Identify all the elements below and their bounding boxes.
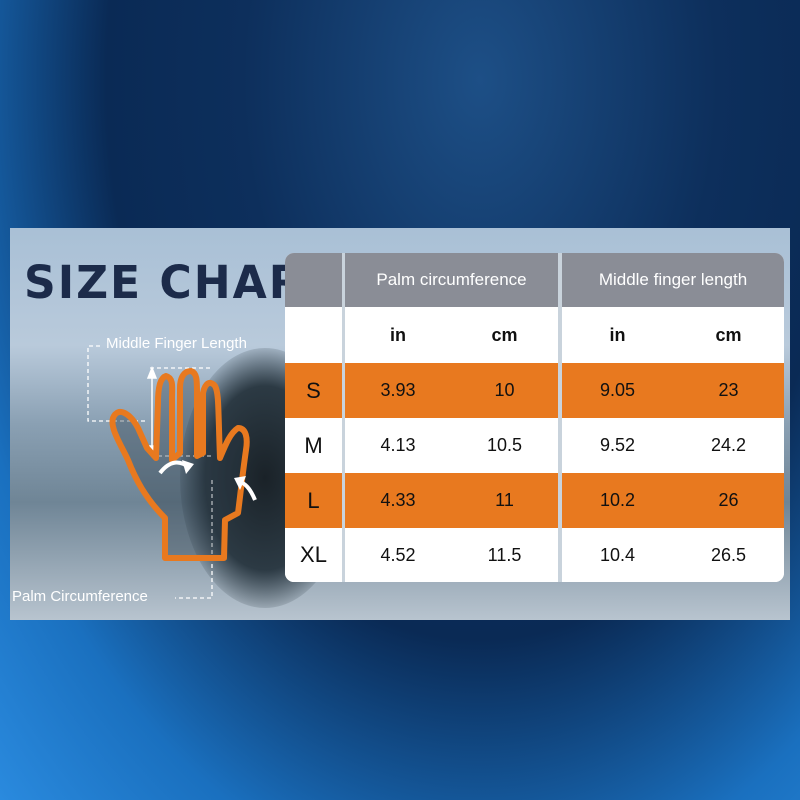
table-cell: 10.4 (562, 528, 673, 582)
table-cell: 24.2 (673, 418, 784, 473)
table-cell: 11 (451, 473, 558, 528)
column-divider (558, 253, 562, 582)
size-cell: L (285, 473, 342, 528)
table-cell: 3.93 (345, 363, 451, 418)
table-cell: 26 (673, 473, 784, 528)
size-header (285, 253, 342, 307)
hand-diagram (87, 345, 257, 599)
unit-in-header: in (562, 307, 673, 363)
size-subheader (285, 307, 342, 363)
palm-circumference-header: Palm circumference (345, 253, 558, 307)
palm-circumference-label: Palm Circumference (12, 588, 148, 605)
table-cell: 26.5 (673, 528, 784, 582)
unit-cm-header: cm (451, 307, 558, 363)
table-cell: 4.52 (345, 528, 451, 582)
table-cell: 4.13 (345, 418, 451, 473)
unit-cm-header: cm (673, 307, 784, 363)
size-cell: M (285, 418, 342, 473)
size-chart-panel: SIZE CHART Middle Finger Length Palm Cir… (10, 228, 790, 620)
size-table: S M L XL Palm circumference in cm 3.93 1… (285, 253, 784, 582)
page-title: SIZE CHART (24, 256, 335, 309)
table-cell: 11.5 (451, 528, 558, 582)
table-cell: 10.5 (451, 418, 558, 473)
middle-finger-length-header: Middle finger length (562, 253, 784, 307)
size-cell: S (285, 363, 342, 418)
column-divider (342, 253, 345, 582)
unit-in-header: in (345, 307, 451, 363)
size-cell: XL (285, 528, 342, 582)
table-cell: 9.52 (562, 418, 673, 473)
table-cell: 9.05 (562, 363, 673, 418)
table-cell: 10.2 (562, 473, 673, 528)
table-cell: 4.33 (345, 473, 451, 528)
middle-finger-length-label: Middle Finger Length (106, 335, 247, 352)
table-cell: 10 (451, 363, 558, 418)
table-cell: 23 (673, 363, 784, 418)
